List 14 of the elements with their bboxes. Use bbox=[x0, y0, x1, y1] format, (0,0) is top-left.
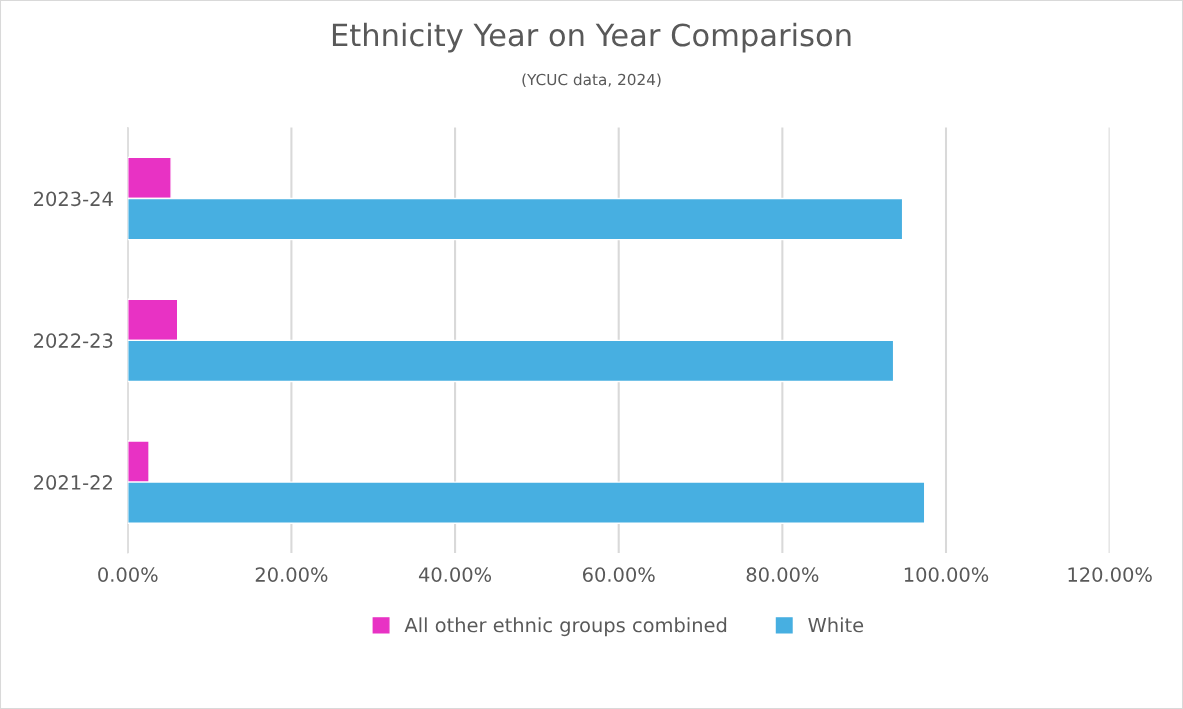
x-tick-label: 100.00% bbox=[904, 567, 989, 582]
x-tick-label: 40.00% bbox=[418, 567, 492, 582]
y-tick-label: 2021-22 bbox=[34, 475, 112, 490]
x-tick-label: 0.00% bbox=[98, 567, 158, 582]
x-tick-label: 80.00% bbox=[746, 567, 819, 582]
y-tick-label: 2023-24 bbox=[34, 191, 113, 207]
y-tick-label: 2022-23 bbox=[34, 333, 113, 348]
x-tick-label: 60.00% bbox=[583, 567, 655, 582]
x-tick-label: 120.00% bbox=[1068, 567, 1152, 582]
legend-label: All other ethnic groups combined bbox=[404, 617, 727, 637]
chart-title: Ethnicity Year on Year Comparison bbox=[332, 22, 851, 53]
chart-subtitle: (YCUC data, 2024) bbox=[522, 73, 661, 88]
x-tick-label: 20.00% bbox=[255, 567, 328, 582]
legend-label: White bbox=[808, 617, 864, 633]
